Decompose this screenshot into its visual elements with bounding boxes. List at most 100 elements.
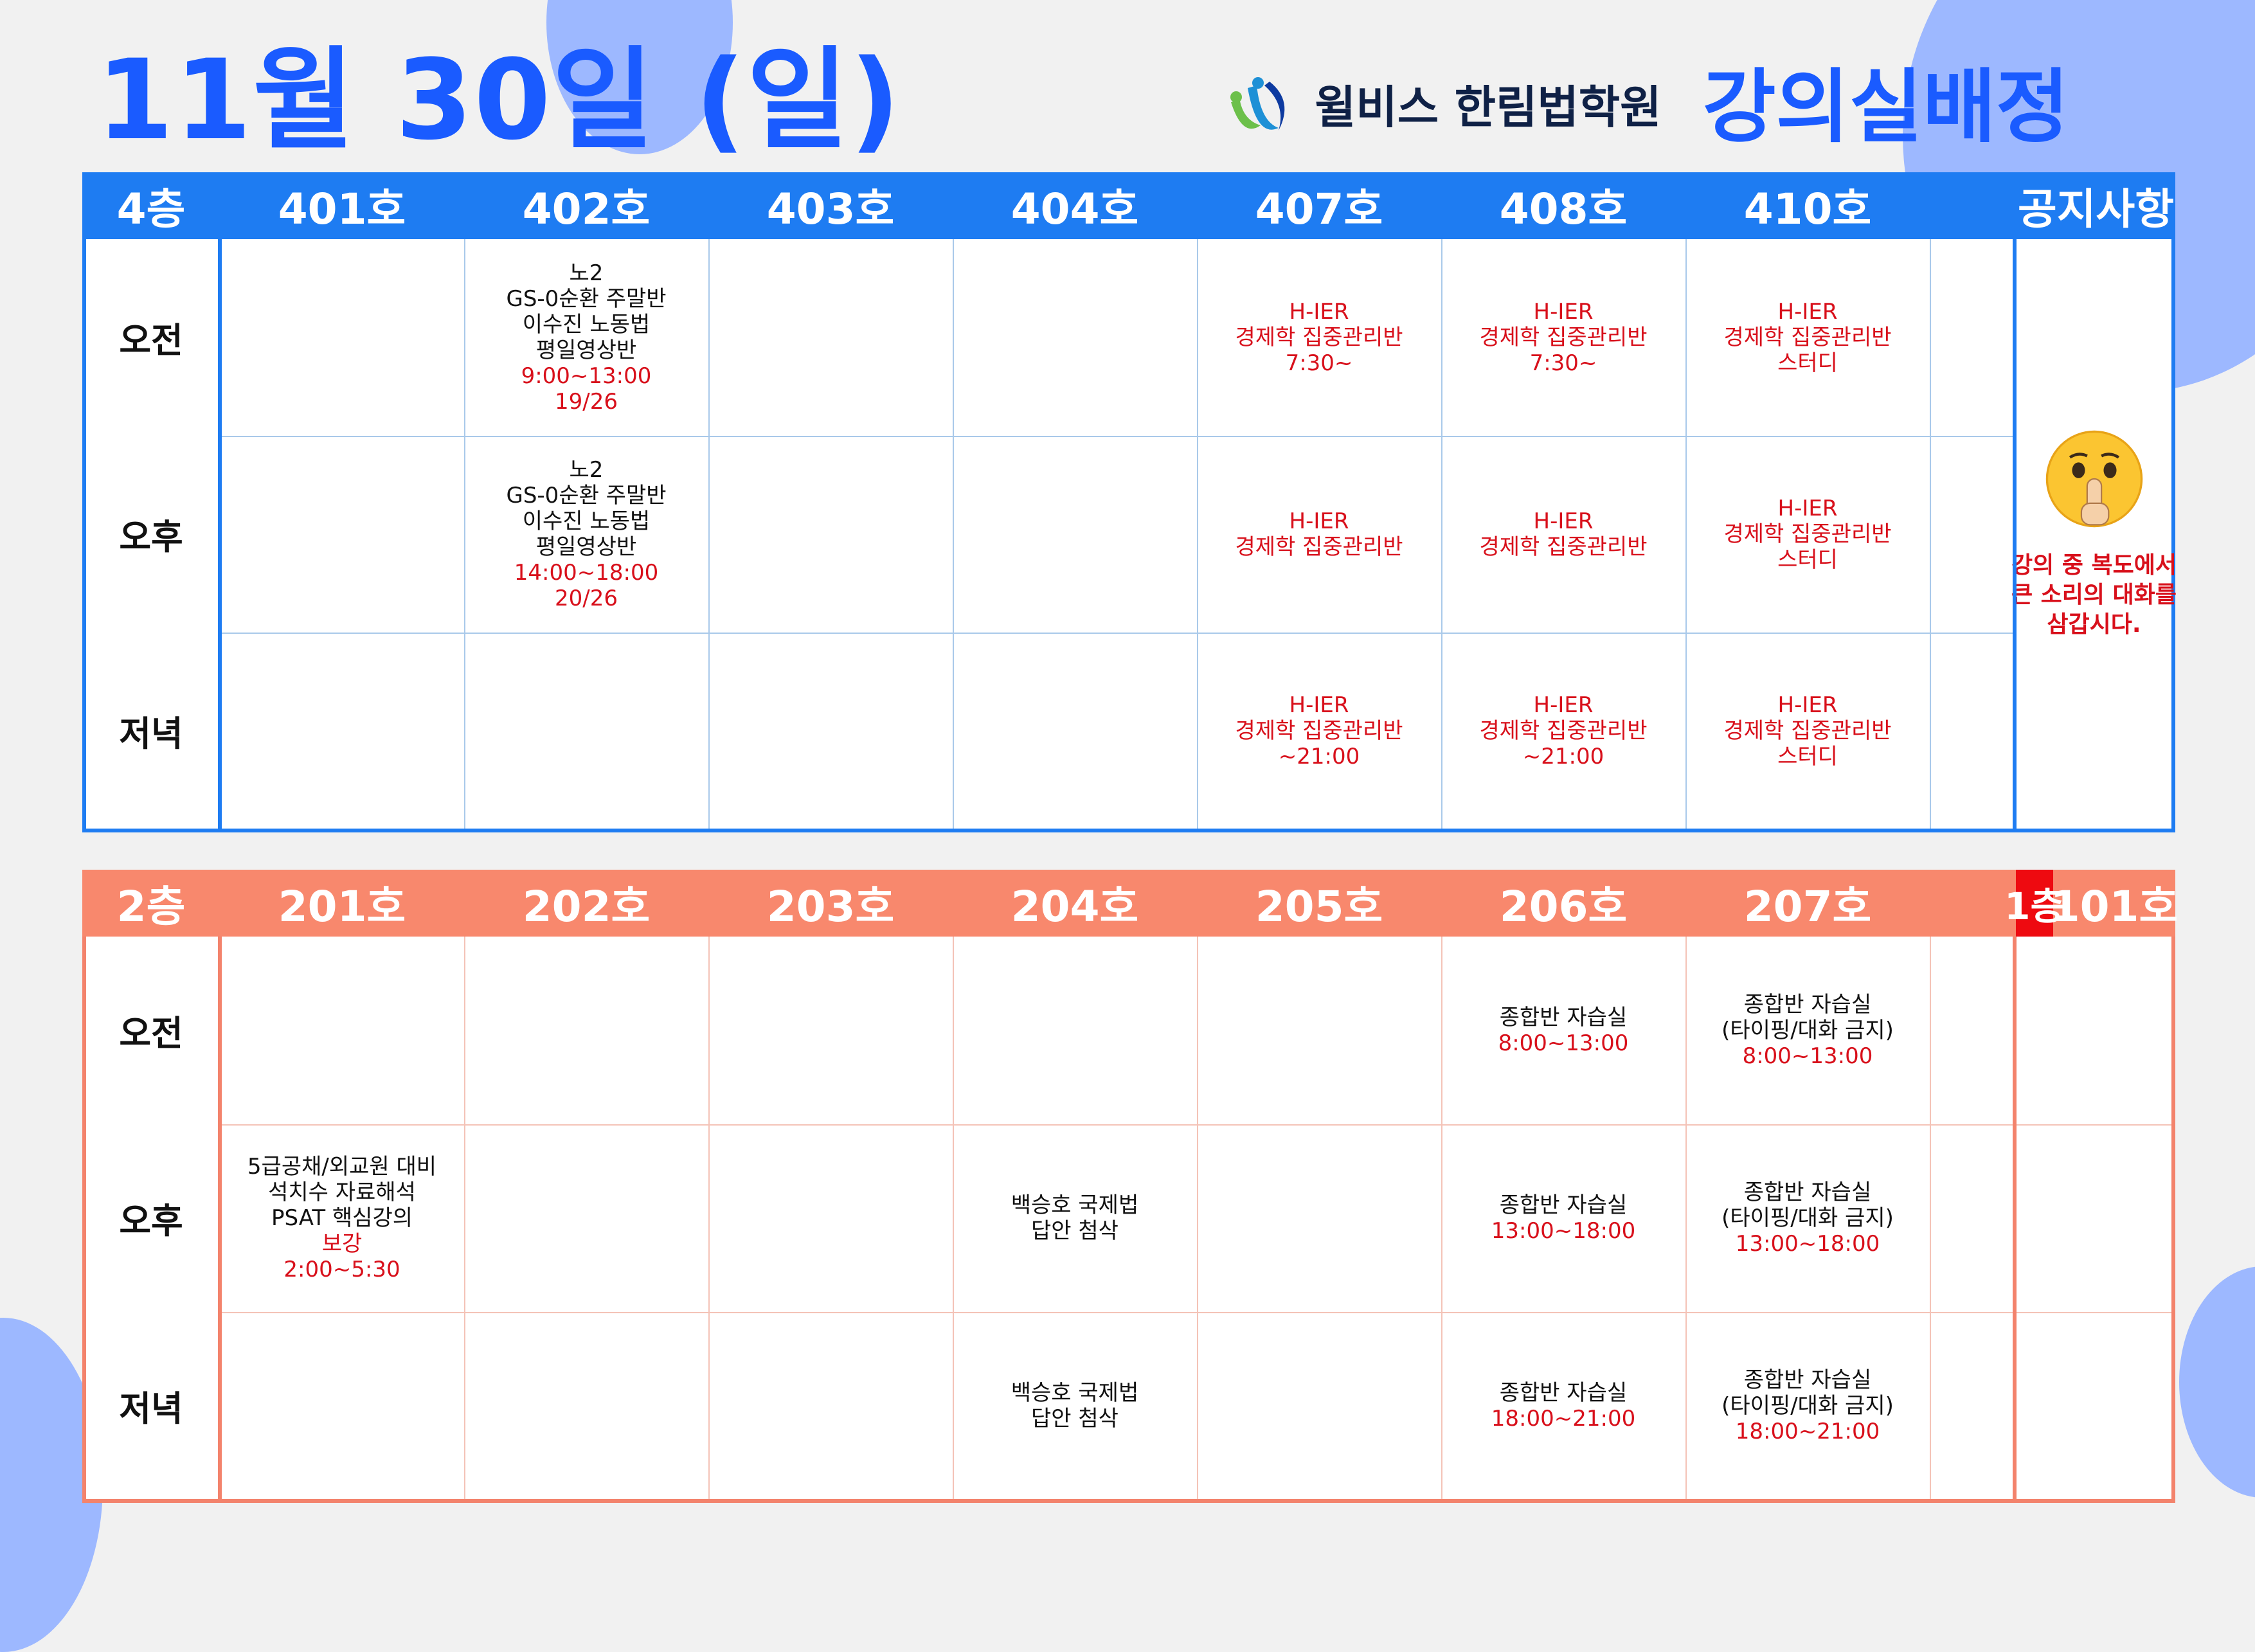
floor1-badge bbox=[2016, 870, 2053, 937]
grid-line bbox=[1197, 937, 1198, 1499]
grid-line bbox=[464, 937, 465, 1499]
grid-line bbox=[1685, 239, 1687, 829]
time-row: 오전 노2 GS-0순환 주말반 이수진 노동법 평일영상반 9:00~13:00 19/2… bbox=[82, 239, 2175, 435]
notice-panel: 강의 중 복도에서 큰 소리의 대화를 삼갑시다. bbox=[2011, 239, 2177, 829]
schedule-cell bbox=[1930, 1124, 2174, 1311]
schedule-text: H-IER bbox=[1533, 692, 1594, 718]
shush-emoji-icon bbox=[2045, 430, 2143, 527]
schedule-text: GS-0순환 주말반 bbox=[506, 285, 667, 312]
time-row: 오후 노2 GS-0순환 주말반 이수진 노동법 평일영상반 14:00~18:00 20/… bbox=[82, 436, 2175, 632]
schedule-cell bbox=[953, 239, 1197, 435]
room-header-402: 402호 bbox=[522, 184, 651, 234]
schedule-text: H-IER bbox=[1289, 298, 1349, 325]
grid-line bbox=[708, 239, 710, 829]
schedule-text: H-IER bbox=[1289, 508, 1349, 534]
schedule-text: 경제학 집중관리반 bbox=[1723, 717, 1892, 744]
floor4-header: 4층 공지사항 401호 402호 403호 404호 407호 408호 410호 bbox=[82, 172, 2175, 239]
schedule-text: (타이핑/대화 금지) bbox=[1721, 1017, 1894, 1043]
grid-line bbox=[1930, 239, 1931, 829]
grid-line bbox=[1930, 937, 1931, 1499]
floor2-header: 2층 1층 101호 201호 202호 203호 204호 205호 206호 207호 bbox=[82, 870, 2178, 937]
schedule-text: 답안 첨삭 bbox=[1031, 1217, 1119, 1244]
schedule-text: 18:00~21:00 bbox=[1491, 1405, 1636, 1432]
schedule-text: 백승호 국제법 bbox=[1011, 1379, 1139, 1406]
schedule-text: 13:00~18:00 bbox=[1735, 1230, 1880, 1257]
schedule-text: 18:00~21:00 bbox=[1735, 1418, 1880, 1444]
grid-line bbox=[1197, 239, 1198, 829]
schedule-text: 경제학 집중관리반 bbox=[1479, 534, 1648, 560]
notice-line: 큰 소리의 대화를 bbox=[2011, 581, 2177, 608]
schedule-text: 이수진 노동법 bbox=[522, 311, 651, 337]
room-header-203: 203호 bbox=[766, 882, 895, 931]
grid-line bbox=[220, 1124, 2171, 1126]
schedule-text: 보강 bbox=[321, 1230, 363, 1257]
schedule-text: 8:00~13:00 bbox=[1742, 1043, 1873, 1069]
schedule-cell bbox=[464, 937, 708, 1124]
room-header-410: 410호 bbox=[1743, 184, 1872, 234]
grid-line bbox=[1441, 937, 1442, 1499]
schedule-cell: 종합반 자습실 (타이핑/대화 금지) 18:00~21:00 bbox=[1685, 1312, 1930, 1499]
room-header-408: 408호 bbox=[1499, 184, 1628, 234]
schedule-text: 노2 bbox=[569, 456, 604, 483]
schedule-cell bbox=[708, 1312, 953, 1499]
notice-line: 강의 중 복도에서 bbox=[2011, 552, 2177, 579]
room-header-404: 404호 bbox=[1011, 184, 1139, 234]
schedule-text: 8:00~13:00 bbox=[1498, 1030, 1629, 1056]
schedule-text: H-IER bbox=[1777, 692, 1838, 718]
schedule-cell bbox=[1197, 1312, 1441, 1499]
schedule-text: 종합반 자습실 bbox=[1743, 1367, 1872, 1393]
grid-divider bbox=[2013, 239, 2017, 829]
time-slot-label: 오후 bbox=[119, 1201, 183, 1241]
schedule-text: 9:00~13:00 bbox=[521, 363, 652, 389]
schedule-text: 종합반 자습실 bbox=[1499, 1004, 1628, 1030]
schedule-cell bbox=[708, 1124, 953, 1311]
schedule-text: 백승호 국제법 bbox=[1011, 1192, 1139, 1218]
decor-circle bbox=[2179, 1266, 2255, 1498]
time-slot-label: 저녁 bbox=[119, 1388, 183, 1429]
schedule-cell: 종합반 자습실 (타이핑/대화 금지) 13:00~18:00 bbox=[1685, 1124, 1930, 1311]
floor-label: 2층 bbox=[116, 882, 186, 931]
schedule-text: 스터디 bbox=[1777, 350, 1838, 376]
schedule-text: 이수진 노동법 bbox=[522, 508, 651, 534]
room-header-205: 205호 bbox=[1255, 882, 1383, 931]
grid-line bbox=[953, 239, 954, 829]
schedule-cell bbox=[1930, 937, 2174, 1124]
schedule-text: 스터디 bbox=[1777, 546, 1838, 573]
schedule-cell bbox=[220, 1312, 464, 1499]
schedule-text: GS-0순환 주말반 bbox=[506, 482, 667, 508]
grid-line bbox=[220, 1312, 2171, 1313]
room-header-407: 407호 bbox=[1255, 184, 1383, 234]
schedule-cell bbox=[708, 937, 953, 1124]
schedule-text: 종합반 자습실 bbox=[1743, 1179, 1872, 1205]
time-slot-label: 오전 bbox=[119, 1013, 183, 1054]
room-header-403: 403호 bbox=[766, 184, 895, 234]
schedule-text: PSAT 핵심강의 bbox=[271, 1205, 413, 1231]
floor2-table: 2층 1층 101호 201호 202호 203호 204호 205호 206호 207호 … bbox=[82, 870, 2178, 1503]
schedule-text: 경제학 집중관리반 bbox=[1235, 324, 1403, 350]
schedule-text: 종합반 자습실 bbox=[1743, 991, 1872, 1018]
schedule-cell: H-IER 경제학 집중관리반 7:30~ bbox=[1441, 239, 1685, 435]
schedule-cell: H-IER 경제학 집중관리반 bbox=[1441, 436, 1685, 632]
schedule-cell bbox=[220, 937, 464, 1124]
schedule-cell: H-IER 경제학 집중관리반 ~21:00 bbox=[1441, 633, 1685, 829]
grid-line bbox=[220, 633, 2015, 634]
room-header-207: 207호 bbox=[1743, 882, 1872, 931]
notice-text: 강의 중 복도에서 큰 소리의 대화를 삼갑시다. bbox=[1991, 551, 2197, 640]
brand-logo-icon bbox=[1230, 77, 1285, 130]
schedule-text: 경제학 집중관리반 bbox=[1723, 521, 1892, 547]
schedule-cell bbox=[220, 436, 464, 632]
schedule-text: H-IER bbox=[1533, 508, 1594, 534]
grid-line bbox=[708, 937, 710, 1499]
room-header-201: 201호 bbox=[278, 882, 406, 931]
schedule-cell: H-IER 경제학 집중관리반 ~21:00 bbox=[1197, 633, 1441, 829]
grid-line bbox=[220, 436, 2015, 437]
schedule-cell bbox=[708, 239, 953, 435]
schedule-cell bbox=[1197, 937, 1441, 1124]
schedule-text: 평일영상반 bbox=[535, 337, 637, 363]
time-slot-label: 오후 bbox=[119, 517, 183, 557]
time-row: 저녁 백승호 국제법 답안 첨삭 종합반 자습실 18:00~21:00 종합반 자습실(… bbox=[82, 1312, 2175, 1499]
schedule-text: 종합반 자습실 bbox=[1499, 1379, 1628, 1406]
schedule-cell bbox=[220, 239, 464, 435]
schedule-cell: 백승호 국제법 답안 첨삭 bbox=[953, 1312, 1197, 1499]
schedule-cell: H-IER 경제학 집중관리반 7:30~ bbox=[1197, 239, 1441, 435]
